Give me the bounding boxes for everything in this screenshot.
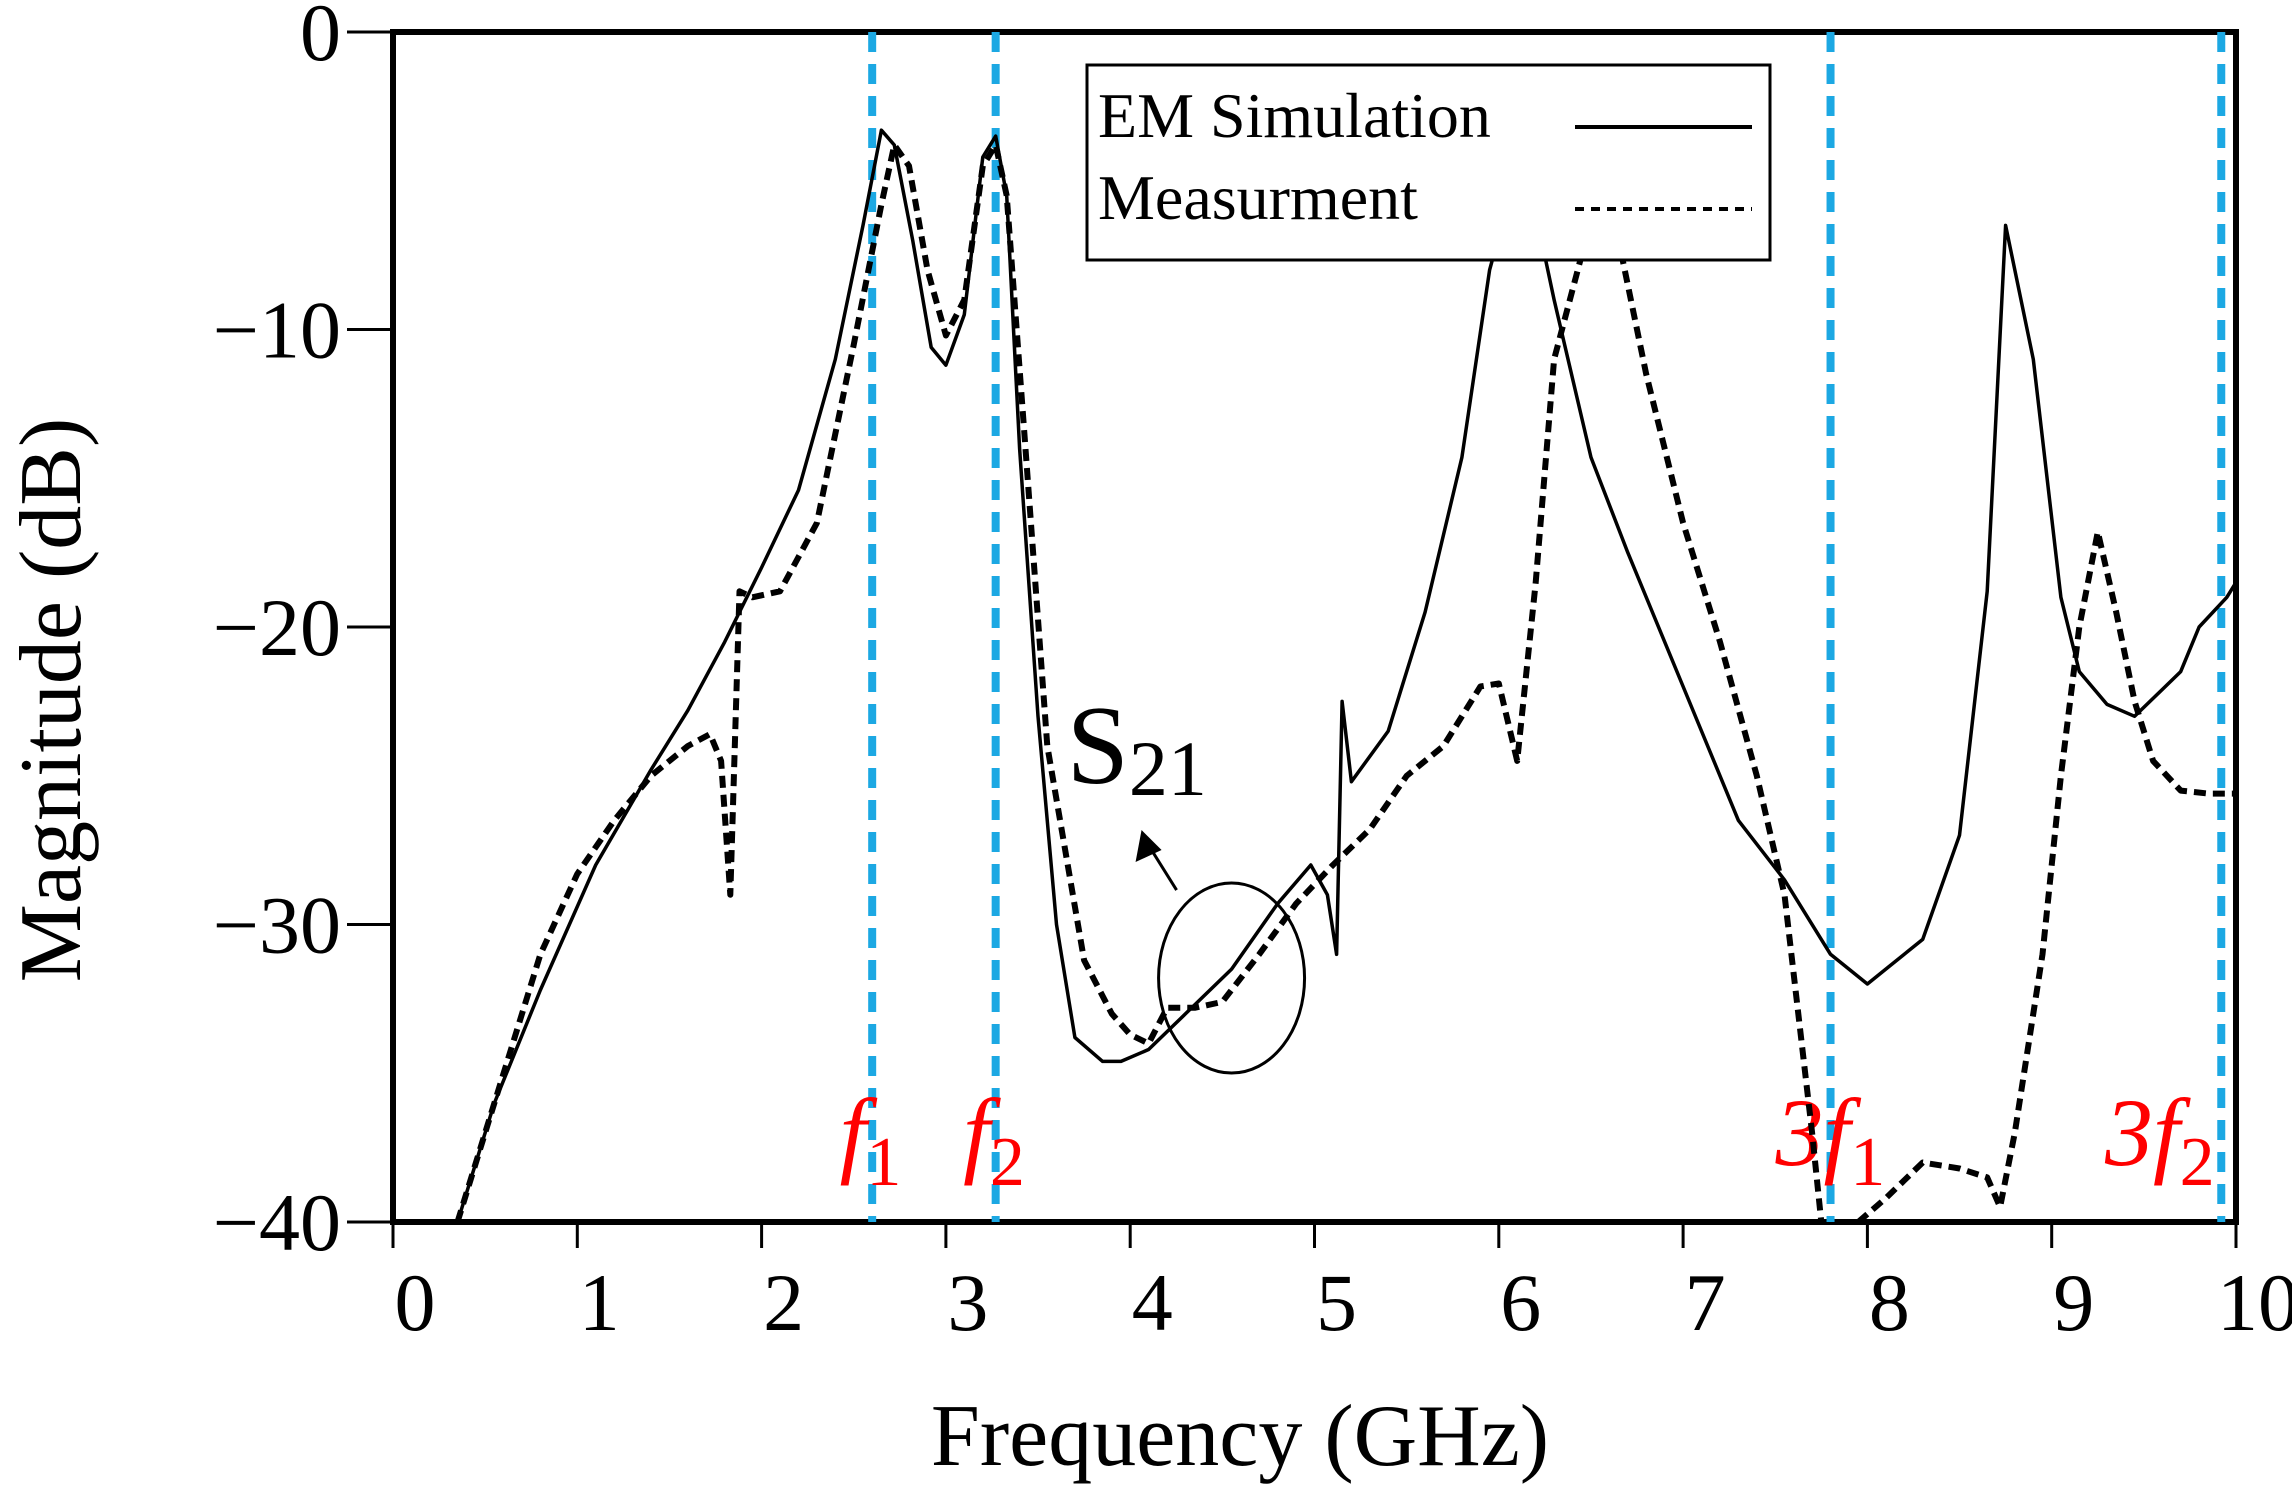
marker-subscript: 2 <box>2180 1124 2215 1201</box>
s21-subscript: 21 <box>1129 725 1207 812</box>
x-tick-label: 1 <box>579 1257 620 1348</box>
marker-subscript: 2 <box>990 1124 1025 1201</box>
marker-subscript: 1 <box>866 1124 901 1201</box>
marker-label-3f2: 3f2 <box>2104 1079 2215 1201</box>
y-axis: 0 −10 −20 −30 −40 <box>213 0 393 1268</box>
y-tick-label: −20 <box>213 582 341 673</box>
legend-label-measurment: Measurment <box>1098 162 1418 233</box>
x-tick-label: 2 <box>763 1257 804 1348</box>
legend-box <box>1085 63 1772 262</box>
x-tick-label: 0 <box>395 1257 436 1348</box>
series-line-measurment-1 <box>454 142 1825 1223</box>
marker-label-3f1: 3f1 <box>1775 1079 1886 1201</box>
y-tick-label: −40 <box>213 1177 341 1268</box>
s21-label: S21 <box>1067 684 1207 812</box>
x-tick-label: 5 <box>1316 1257 1357 1348</box>
s21-ellipse <box>1157 881 1307 1075</box>
x-tick-label: 4 <box>1132 1257 1173 1348</box>
s21-arrow-shaft <box>1150 849 1178 891</box>
x-tick-label: 10 <box>2217 1257 2292 1348</box>
legend-label-em-simulation: EM Simulation <box>1098 80 1491 151</box>
y-tick-label: −30 <box>213 880 341 971</box>
marker-subscript: 1 <box>1850 1124 1885 1201</box>
legend: EM Simulation Measurment <box>1085 63 1772 262</box>
y-tick-label: −10 <box>213 285 341 376</box>
x-axis: 0 1 2 3 4 5 6 7 8 9 10 <box>391 1222 2292 1348</box>
s21-arrow-head <box>1135 830 1162 863</box>
y-axis-title: Magnitude (dB) <box>3 418 100 983</box>
series-line-em-simulation-0 <box>455 128 2238 1223</box>
y-tick-label: 0 <box>300 0 341 78</box>
x-tick-label: 9 <box>2053 1257 2094 1348</box>
x-tick-label: 6 <box>1500 1257 1541 1348</box>
x-tick-label: 7 <box>1685 1257 1726 1348</box>
series-lines <box>454 128 2238 1225</box>
x-axis-title: Frequency (GHz) <box>931 1388 1549 1485</box>
x-tick-label: 3 <box>947 1257 988 1348</box>
x-tick-label: 8 <box>1869 1257 1910 1348</box>
